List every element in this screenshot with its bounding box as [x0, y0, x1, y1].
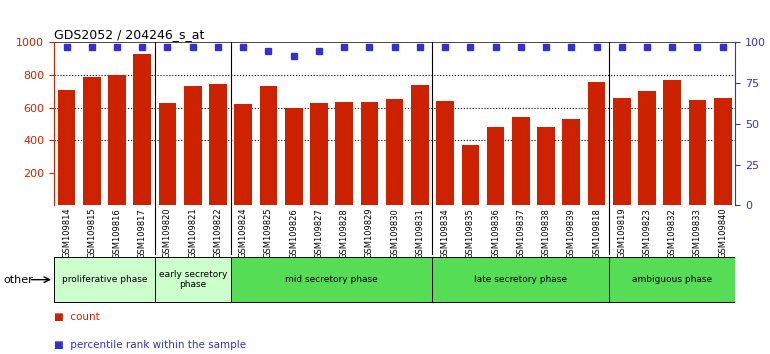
Text: ambiguous phase: ambiguous phase — [632, 275, 712, 284]
Text: ■  percentile rank within the sample: ■ percentile rank within the sample — [54, 340, 246, 350]
Bar — [159, 103, 176, 205]
Text: GSM109829: GSM109829 — [365, 208, 374, 258]
Bar — [433, 257, 609, 302]
Text: GSM109828: GSM109828 — [340, 208, 349, 258]
Text: GSM109839: GSM109839 — [567, 208, 576, 258]
Text: GSM109832: GSM109832 — [668, 208, 677, 258]
Bar — [638, 91, 656, 205]
Bar — [335, 102, 353, 205]
Text: late secretory phase: late secretory phase — [474, 275, 567, 284]
Bar — [537, 127, 555, 205]
Text: GSM109827: GSM109827 — [314, 208, 323, 258]
Bar — [285, 108, 303, 205]
Text: mid secretory phase: mid secretory phase — [285, 275, 378, 284]
Text: GSM109822: GSM109822 — [213, 208, 223, 258]
Text: GSM109831: GSM109831 — [415, 208, 424, 258]
Text: ■  count: ■ count — [54, 312, 99, 321]
Text: proliferative phase: proliferative phase — [62, 275, 147, 284]
Bar — [487, 127, 504, 205]
Bar — [386, 99, 403, 205]
Text: GSM109834: GSM109834 — [440, 208, 450, 258]
Bar — [155, 257, 230, 302]
Text: early secretory
phase: early secretory phase — [159, 270, 227, 289]
Bar — [184, 86, 202, 205]
Bar — [108, 75, 126, 205]
Bar — [588, 81, 605, 205]
Bar — [613, 98, 631, 205]
Text: GSM109830: GSM109830 — [390, 208, 399, 258]
Bar — [609, 257, 735, 302]
Bar — [230, 257, 433, 302]
Text: GSM109816: GSM109816 — [112, 208, 122, 258]
Bar — [83, 77, 101, 205]
Bar — [58, 90, 75, 205]
Text: GSM109814: GSM109814 — [62, 208, 71, 258]
Text: GSM109815: GSM109815 — [87, 208, 96, 258]
Text: other: other — [4, 275, 34, 285]
Text: GSM109833: GSM109833 — [693, 208, 702, 259]
Text: GSM109823: GSM109823 — [642, 208, 651, 258]
Bar — [310, 103, 328, 205]
Text: GDS2052 / 204246_s_at: GDS2052 / 204246_s_at — [54, 28, 204, 41]
Bar — [664, 80, 681, 205]
Text: GSM109838: GSM109838 — [541, 208, 551, 259]
Text: GSM109824: GSM109824 — [239, 208, 248, 258]
Text: GSM109826: GSM109826 — [290, 208, 298, 258]
Bar — [411, 85, 429, 205]
Bar — [688, 100, 706, 205]
Text: GSM109836: GSM109836 — [491, 208, 500, 259]
Bar — [259, 86, 277, 205]
Bar — [54, 257, 155, 302]
Bar — [133, 54, 151, 205]
Bar — [437, 101, 454, 205]
Bar — [562, 119, 580, 205]
Text: GSM109819: GSM109819 — [618, 208, 626, 258]
Text: GSM109837: GSM109837 — [517, 208, 525, 259]
Text: GSM109825: GSM109825 — [264, 208, 273, 258]
Text: GSM109817: GSM109817 — [138, 208, 147, 258]
Bar — [512, 118, 530, 205]
Bar — [714, 98, 732, 205]
Bar — [209, 84, 227, 205]
Text: GSM109818: GSM109818 — [592, 208, 601, 258]
Bar — [234, 104, 252, 205]
Text: GSM109840: GSM109840 — [718, 208, 727, 258]
Text: GSM109820: GSM109820 — [163, 208, 172, 258]
Bar — [461, 145, 479, 205]
Text: GSM109821: GSM109821 — [188, 208, 197, 258]
Bar — [360, 102, 378, 205]
Text: GSM109835: GSM109835 — [466, 208, 475, 258]
